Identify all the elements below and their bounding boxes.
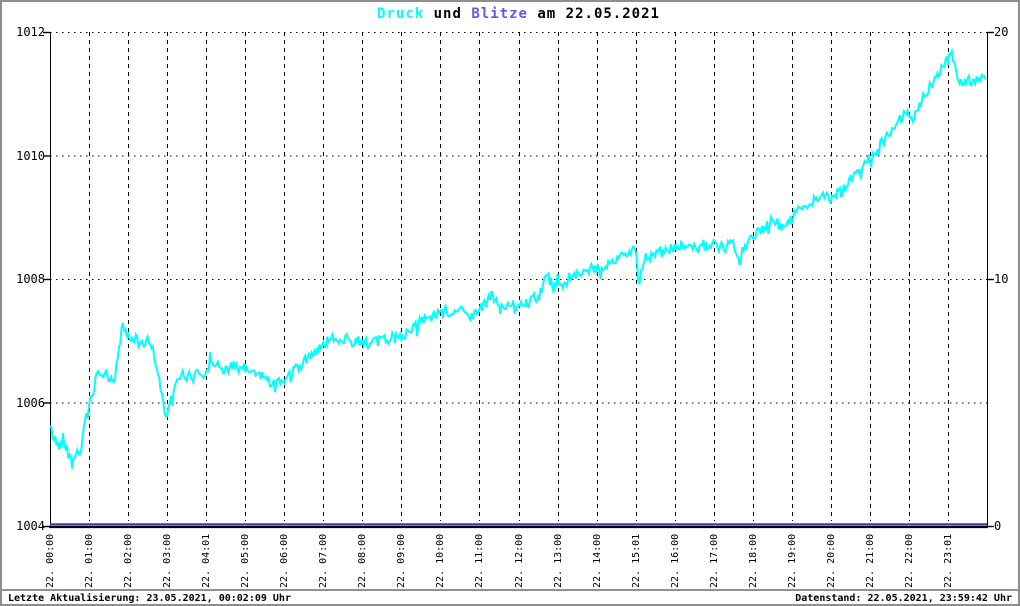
x-axis-label: 22. 15:01 (630, 533, 642, 588)
x-axis-label: 22. 01:00 (84, 533, 96, 588)
x-axis-label: 22. 18:00 (747, 533, 759, 588)
x-axis-label: 22. 02:00 (123, 533, 135, 588)
x-axis-label: 22. 05:00 (240, 533, 252, 588)
x-axis-label: 22. 23:01 (942, 533, 954, 588)
y-axis-label-right: 10 (994, 272, 1009, 286)
chart-title-segment: Blitze (471, 6, 528, 22)
x-axis-label: 22. 16:00 (669, 533, 681, 588)
x-axis-label: 22. 21:00 (864, 533, 876, 588)
x-axis-label: 22. 09:00 (396, 533, 408, 588)
y-axis-label-left: 1008 (16, 272, 45, 286)
x-axis-label: 22. 13:00 (552, 533, 564, 588)
chart-title-segment: am 22.05.2021 (527, 6, 660, 22)
x-axis-label: 22. 08:00 (357, 533, 369, 588)
x-axis-label: 22. 14:00 (591, 533, 603, 588)
chart-title-segment: und (424, 6, 472, 22)
x-axis-label: 22. 19:00 (786, 533, 798, 588)
x-axis-label: 22. 17:00 (708, 533, 720, 588)
chart-title-segment: Druck (377, 6, 425, 22)
y-axis-label-left: 1006 (16, 395, 45, 410)
x-axis-label: 22. 11:00 (474, 533, 486, 588)
footer-last-update: Letzte Aktualisierung: 23.05.2021, 00:02… (8, 593, 291, 604)
y-axis-label-left: 1010 (16, 148, 45, 163)
x-axis-label: 22. 07:00 (318, 533, 330, 588)
chart-title: Druck und Blitze am 22.05.2021 (50, 6, 987, 22)
y-axis-label-right: 20 (994, 25, 1009, 39)
x-axis-label: 22. 10:00 (435, 533, 447, 588)
x-axis-label: 22. 22:00 (903, 533, 915, 588)
footer-divider (2, 589, 1018, 591)
y-axis-label-left: 1004 (16, 519, 45, 533)
y-axis-label-right: 0 (994, 519, 1002, 533)
x-axis-label: 22. 20:00 (825, 533, 837, 588)
x-axis-label: 22. 03:00 (162, 533, 174, 588)
druck-line (49, 47, 987, 469)
x-axis-label: 22. 04:01 (201, 533, 213, 588)
x-axis-label: 22. 06:00 (279, 533, 291, 588)
x-axis-label: 22. 12:00 (513, 533, 525, 588)
footer-data-timestamp: Datenstand: 22.05.2021, 23:59:42 Uhr (795, 593, 1012, 604)
x-axis-label: 22. 00:00 (45, 533, 56, 588)
y-axis-label-left: 1012 (16, 25, 45, 39)
